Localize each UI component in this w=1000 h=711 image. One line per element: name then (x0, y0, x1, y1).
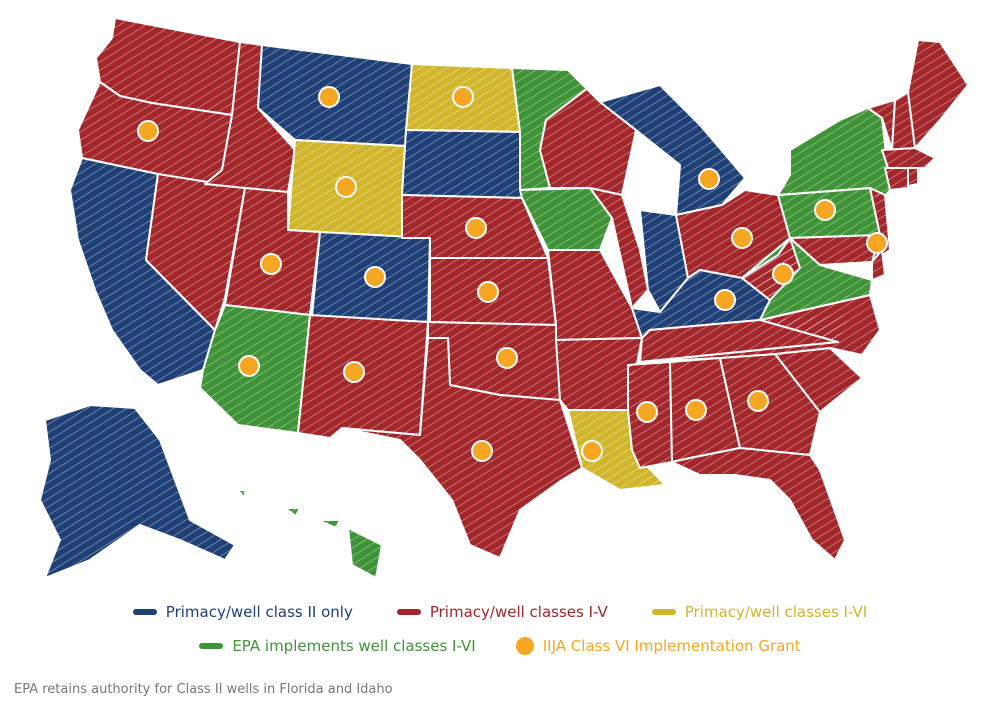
grant-marker-co (364, 266, 386, 288)
grant-marker-oh (731, 227, 753, 249)
state-hatch-ut (225, 188, 320, 315)
grant-marker-ut (260, 253, 282, 275)
state-hatch-nc (640, 295, 880, 362)
state-hatch-wv (742, 238, 800, 300)
legend-label-epa: EPA implements well classes I-VI (232, 637, 476, 655)
legend-label-classes-1-6: Primacy/well classes I-VI (684, 603, 868, 621)
grant-marker-ne (465, 217, 487, 239)
legend-item-classes-1-6: Primacy/well classes I-VI (651, 603, 868, 621)
state-hatch-id (205, 42, 295, 192)
state-hatch-de (872, 250, 885, 280)
state-hatch-nh (892, 92, 915, 150)
state-hatch-il (590, 188, 648, 308)
legend-label-grant: IIJA Class VI Implementation Grant (542, 637, 801, 655)
footnote: EPA retains authority for Class II wells… (14, 682, 393, 697)
grant-marker-wy (335, 176, 357, 198)
grant-marker-al (685, 399, 707, 421)
state-hatch-ct (885, 168, 908, 190)
state-hatch-ri (908, 168, 918, 186)
legend-row-1: Primacy/well class II only Primacy/well … (0, 603, 1000, 621)
legend-swatch-classes-1-6 (651, 609, 676, 615)
state-hatch-ca (70, 158, 215, 385)
grant-marker-mt (318, 86, 340, 108)
legend-row-2: EPA implements well classes I-VI IIJA Cl… (0, 637, 1000, 655)
state-hatch-md (790, 235, 880, 265)
legend-label-class2: Primacy/well class II only (165, 603, 353, 621)
legend-swatch-epa (199, 643, 224, 649)
grant-marker-ga (747, 390, 769, 412)
grant-marker-wv (772, 263, 794, 285)
state-hatch-me (908, 40, 968, 148)
state-hatch-ky (632, 270, 770, 338)
state-hatch-ga (720, 354, 820, 455)
state-hatch-la (568, 410, 665, 490)
grant-marker-nd (452, 86, 474, 108)
grant-marker-ky (714, 289, 736, 311)
state-hatch-nv (146, 174, 245, 330)
state-hatch-hi (238, 490, 382, 578)
grant-marker-ok (496, 347, 518, 369)
grant-marker-or (137, 120, 159, 142)
us-map (39, 17, 969, 579)
grant-marker-la (581, 440, 603, 462)
legend-label-classes-1-5: Primacy/well classes I-V (429, 603, 608, 621)
state-hatch-tx (342, 338, 582, 558)
state-hatch-sc (775, 348, 862, 412)
state-hatch-wa (96, 18, 240, 115)
legend-dot-grant (515, 637, 534, 655)
state-hatch-ny (778, 108, 890, 202)
state-hatch-ia (520, 188, 612, 250)
state-hatch-ak (40, 405, 235, 578)
legend-swatch-class2 (132, 609, 157, 615)
state-hatch-vt (868, 100, 895, 150)
grant-marker-pa (814, 199, 836, 221)
state-hatch-in (640, 210, 688, 312)
grant-marker-nj (866, 232, 888, 254)
legend-item-class2: Primacy/well class II only (132, 603, 353, 621)
grant-marker-tx (471, 440, 493, 462)
state-hatch-sd (402, 130, 522, 198)
state-hatch-mn (512, 68, 588, 190)
legend-item-epa: EPA implements well classes I-VI (199, 637, 476, 655)
grant-marker-nm (343, 361, 365, 383)
state-hatch-ar (556, 338, 642, 410)
state-hatch-mo (548, 250, 642, 340)
state-hatch-ok (428, 322, 560, 400)
state-hatch-wi (540, 70, 636, 195)
legend-swatch-classes-1-5 (396, 609, 421, 615)
legend-item-classes-1-5: Primacy/well classes I-V (396, 603, 608, 621)
grant-marker-ks (477, 281, 499, 303)
grant-marker-ms (636, 401, 658, 423)
state-hatch-ma (882, 148, 935, 168)
grant-marker-az (238, 355, 260, 377)
state-hatch-fl (672, 448, 845, 560)
grant-marker-mi (698, 168, 720, 190)
legend-item-grant: IIJA Class VI Implementation Grant (515, 637, 801, 655)
